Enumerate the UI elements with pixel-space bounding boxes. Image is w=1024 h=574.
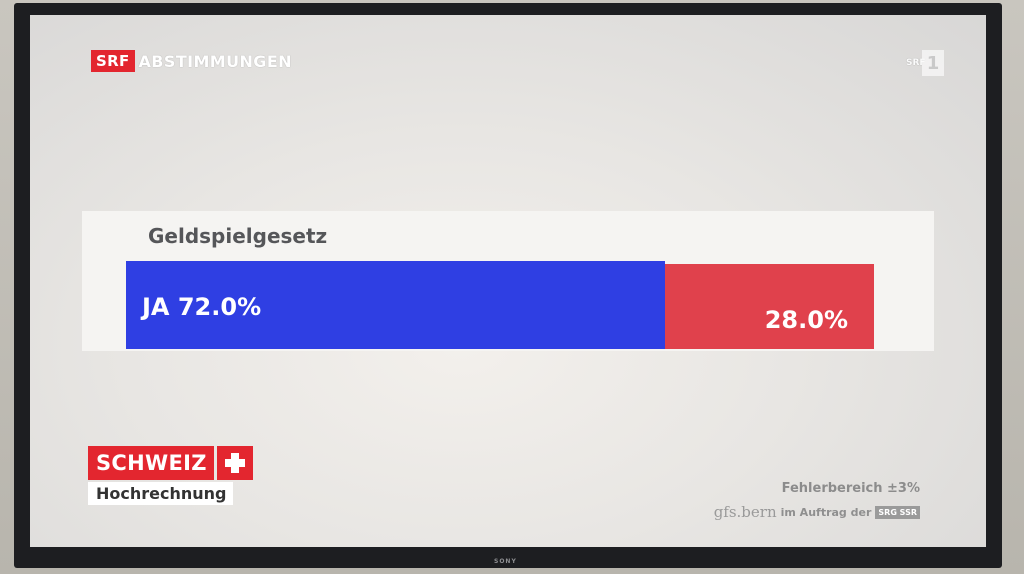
vote-topic: Geldspielgesetz	[148, 224, 328, 248]
commission-text: im Auftrag der	[780, 505, 872, 519]
srg-ssr-badge: SRG SSR	[875, 505, 920, 519]
channel-logo: SRF 1	[906, 50, 944, 76]
yes-percentage: JA 72.0%	[142, 293, 262, 321]
no-bar: 28.0%	[665, 264, 874, 349]
tv-brand: SONY	[494, 558, 517, 565]
yes-bar: JA 72.0%	[126, 261, 665, 349]
region-label: SCHWEIZ Hochrechnung	[88, 446, 253, 505]
channel-label: SRF	[906, 58, 926, 68]
region-subtitle: Hochrechnung	[88, 482, 233, 505]
srf-abstimmungen-logo: SRF ABSTIMMUNGEN	[91, 50, 292, 72]
error-margin: Fehlerbereich ±3%	[781, 481, 920, 496]
channel-number: 1	[922, 50, 944, 76]
region-name: SCHWEIZ	[88, 446, 214, 480]
tv-screen: SRF ABSTIMMUNGEN SRF 1 Geldspielgesetz J…	[30, 15, 986, 547]
no-percentage: 28.0%	[764, 306, 848, 334]
swiss-cross-icon	[216, 446, 253, 480]
vote-result-panel: Geldspielgesetz JA 72.0% 28.0%	[82, 211, 934, 351]
srf-badge: SRF	[91, 50, 135, 72]
institute-logo: gfs.bern	[713, 503, 777, 521]
program-title: ABSTIMMUNGEN	[138, 51, 292, 71]
credit-line: gfs.bern im Auftrag der SRG SSR	[714, 503, 920, 521]
tv-frame: SRF ABSTIMMUNGEN SRF 1 Geldspielgesetz J…	[14, 3, 1002, 568]
